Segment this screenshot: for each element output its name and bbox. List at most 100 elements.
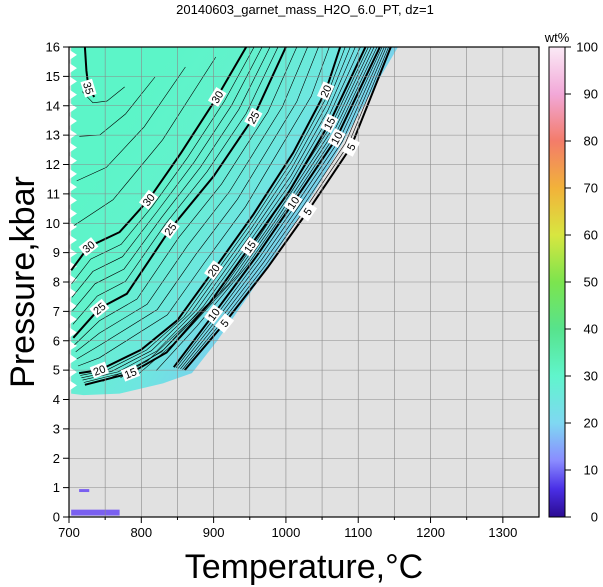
edge-notch [69,380,77,391]
contour-label: 25 [244,107,263,128]
minor-contour [71,47,255,284]
y-tick-label: 6 [53,333,60,348]
edge-notch [69,340,77,352]
edge-notch [69,76,77,87]
contour-label-text: 30 [141,192,158,209]
minor-contour [74,47,298,346]
contour-label-text: 35 [80,81,95,96]
contour-label-text: 5 [302,206,315,218]
minor-contour [120,47,372,379]
contour-label-text: 10 [286,195,303,212]
colorbar-tick-label: 60 [584,228,598,243]
colorbar-tick-label: 0 [591,510,598,525]
y-tick-label: 0 [53,510,60,525]
minor-contour [79,76,156,137]
minor-contour [72,47,271,311]
contour-label: 30 [207,86,227,107]
colorbar-tick-label: 50 [584,275,598,290]
contour-label-text: 15 [322,116,338,132]
contour-label-text: 15 [242,239,259,256]
edge-notch [69,36,77,47]
colorbar-tick-label: 30 [584,369,598,384]
contour-label: 20 [316,81,335,101]
x-tick-label: 1300 [488,525,517,540]
y-tick-label: 4 [53,392,60,407]
contour-label: 30 [138,189,159,210]
y-tick-label: 15 [46,69,60,84]
contour-label: 10 [327,128,346,148]
minor-contour [81,47,351,379]
contour-label-text: 10 [206,306,223,323]
edge-notch [69,128,77,140]
y-tick-label: 8 [53,275,60,290]
contour-label: 15 [240,236,260,257]
y-tick-label: 1 [53,480,60,495]
edge-notch [69,300,77,312]
colorbar-tick-label: 10 [584,463,598,478]
y-tick-label: 12 [46,157,60,172]
edge-notch [69,208,77,219]
y-tick-label: 14 [46,98,60,113]
edge-notch [69,234,77,246]
edge-notch [69,115,77,127]
edge-notch [69,247,77,259]
y-axis-label: Pressure,kbar [4,176,42,388]
y-tick-label: 13 [46,128,60,143]
y-tick-label: 2 [53,451,60,466]
colorbar-label: wt% [544,30,570,45]
edge-notch [69,353,77,365]
minor-contour [177,47,385,369]
edge-notch [69,62,77,74]
minor-contour [82,47,356,381]
edge-notch [69,327,77,338]
x-tick-label: 1000 [271,525,300,540]
edge-notch [69,366,77,378]
minor-contour [73,56,217,226]
contour-label: 10 [204,304,224,325]
minor-contour [155,47,378,371]
edge-notch [69,155,77,166]
minor-contour [75,47,308,353]
minor-region [79,489,90,493]
minor-contour [81,86,125,104]
chart-title: 20140603_garnet_mass_H2O_6.0_PT, dz=1 [176,2,434,17]
edge-notch [69,102,77,114]
edge-notch [69,89,77,100]
contour-label: 15 [320,113,338,134]
colorbar-tick-label: 90 [584,87,598,102]
contour-label: 30 [78,237,99,257]
minor-contour [77,47,330,367]
contour-label: 5 [298,201,318,222]
contour-label-text: 30 [210,89,227,106]
minor-region [71,509,120,516]
y-tick-label: 7 [53,304,60,319]
contour-label-text: 20 [92,363,108,379]
colorbar-ticks: 0 10 20 30 40 50 60 70 80 90 100 [565,40,598,525]
edge-notch [69,221,77,233]
colorbar-tick-label: 100 [576,40,598,55]
edge-notch [69,168,77,180]
edge-notch [69,314,77,325]
contour-label-text: 20 [206,262,223,279]
colorbar-tick-label: 40 [584,322,598,337]
contour-label-text: 25 [163,221,180,238]
minor-contour [175,47,383,368]
x-tick-label: 900 [203,525,225,540]
contour-label: 5 [342,137,360,157]
colorbar-tick-label: 20 [584,416,598,431]
contour-label: 5 [214,313,235,334]
colorbar-tick-label: 80 [584,134,598,149]
y-tick-label: 16 [46,40,60,55]
contour-label: 15 [120,364,141,382]
x-tick-label: 1100 [344,525,372,540]
contour-label: 35 [80,78,97,98]
contour-label: 20 [89,361,109,379]
contour-10 [173,47,381,368]
minor-contour [76,47,319,360]
x-axis-ticks: 700 800 900 1000 1100 1200 1300 [58,517,517,540]
edge-notch [69,49,77,61]
contour-5 [183,47,392,371]
